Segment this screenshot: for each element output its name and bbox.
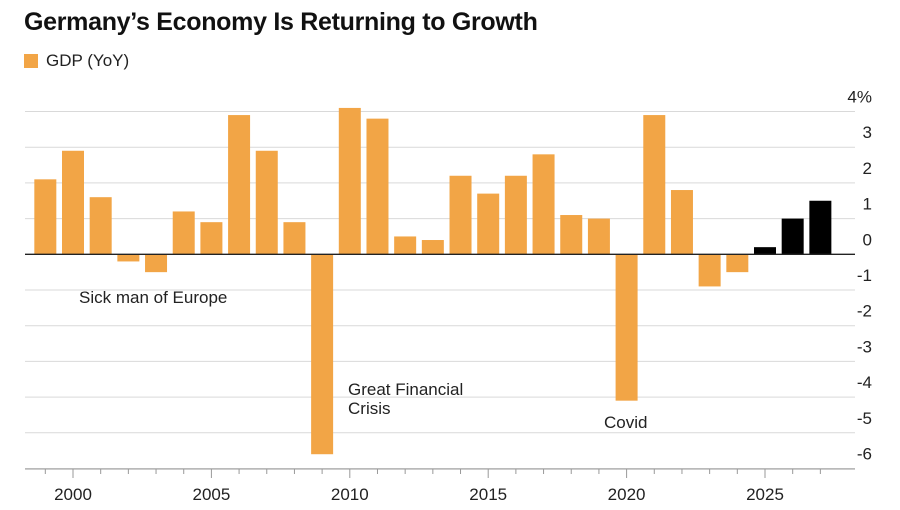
bar-2020 bbox=[615, 254, 638, 401]
annotation: Crisis bbox=[348, 399, 391, 418]
bar-2010 bbox=[338, 107, 361, 255]
bar-2015 bbox=[477, 193, 500, 255]
chart-title: Germany’s Economy Is Returning to Growth bbox=[24, 8, 538, 36]
bar-2018 bbox=[560, 215, 583, 255]
x-tick-label: 2025 bbox=[746, 485, 784, 504]
bar-2024 bbox=[726, 254, 749, 273]
y-tick-label: 1 bbox=[863, 195, 872, 214]
y-tick-label: -3 bbox=[857, 337, 872, 356]
bar-2017 bbox=[532, 154, 555, 255]
bar-2009 bbox=[311, 254, 334, 455]
bar-2003 bbox=[145, 254, 168, 273]
y-tick-label: 2 bbox=[863, 159, 872, 178]
bar-2022 bbox=[670, 190, 693, 255]
bar-1999 bbox=[34, 179, 57, 255]
y-tick-label: -4 bbox=[857, 373, 872, 392]
y-tick-label: 3 bbox=[863, 123, 872, 142]
bar-2006 bbox=[228, 115, 251, 255]
x-tick-label: 2020 bbox=[608, 485, 646, 504]
bar-2000 bbox=[62, 150, 84, 255]
annotation: Covid bbox=[604, 413, 647, 432]
x-tick-label: 2005 bbox=[192, 485, 230, 504]
x-tick-label: 2000 bbox=[54, 485, 92, 504]
bar-2001 bbox=[89, 197, 112, 255]
y-tick-label: -6 bbox=[857, 445, 872, 464]
legend-label-gdp: GDP (YoY) bbox=[46, 51, 130, 70]
legend: GDP (YoY) bbox=[24, 51, 129, 71]
bar-2027 bbox=[809, 200, 832, 255]
bar-2016 bbox=[504, 175, 527, 255]
bar-2004 bbox=[172, 211, 195, 255]
annotation: Great Financial bbox=[348, 380, 463, 399]
bar-2002 bbox=[117, 254, 140, 262]
y-tick-label: -5 bbox=[857, 409, 872, 428]
y-tick-label: 4% bbox=[847, 88, 872, 107]
bar-2014 bbox=[449, 175, 472, 255]
bar-2019 bbox=[587, 218, 610, 255]
x-tick-label: 2010 bbox=[331, 485, 369, 504]
bar-2025 bbox=[754, 247, 776, 255]
legend-swatch-gdp bbox=[24, 54, 38, 68]
bar-2021 bbox=[643, 115, 666, 255]
y-tick-label: -2 bbox=[857, 302, 872, 321]
y-tick-label: 0 bbox=[863, 230, 872, 249]
bar-2026 bbox=[781, 218, 804, 255]
y-tick-label: -1 bbox=[857, 266, 872, 285]
bar-2023 bbox=[698, 254, 721, 287]
bar-2012 bbox=[394, 236, 417, 255]
bar-2008 bbox=[283, 222, 306, 255]
bar-2013 bbox=[421, 240, 444, 255]
bar-2005 bbox=[200, 222, 223, 255]
x-tick-label: 2015 bbox=[469, 485, 507, 504]
bar-2007 bbox=[255, 150, 278, 255]
annotation: Sick man of Europe bbox=[79, 288, 227, 307]
bar-2011 bbox=[366, 118, 389, 255]
